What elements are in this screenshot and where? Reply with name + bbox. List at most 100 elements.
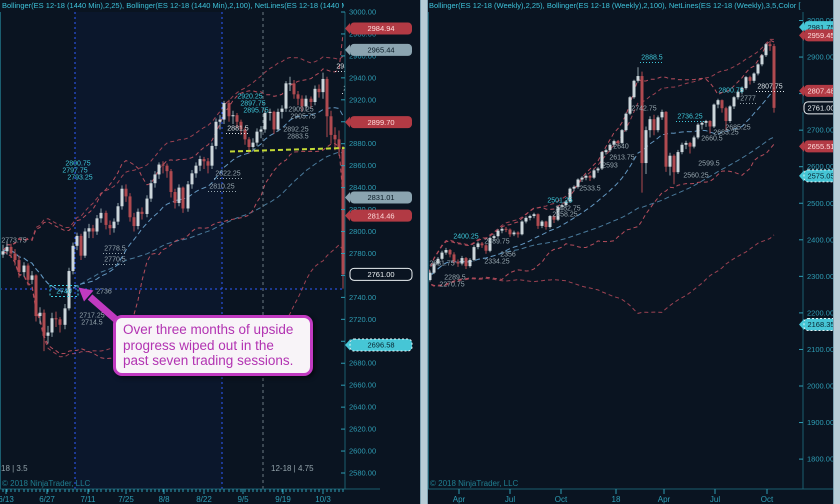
svg-text:2770.5: 2770.5 (104, 257, 126, 264)
svg-text:2482.75: 2482.75 (555, 206, 580, 213)
svg-text:2660.5: 2660.5 (701, 136, 723, 143)
svg-text:2965.44: 2965.44 (367, 46, 394, 55)
svg-text:2593: 2593 (602, 163, 618, 170)
svg-text:2736.25: 2736.25 (677, 114, 702, 121)
svg-text:2560.25: 2560.25 (683, 173, 708, 180)
svg-text:2761.00: 2761.00 (807, 104, 834, 113)
svg-text:2400.00: 2400.00 (807, 235, 834, 244)
svg-text:Jul: Jul (710, 495, 720, 504)
svg-text:2696.58: 2696.58 (367, 341, 394, 350)
svg-text:2926.25: 2926.25 (343, 86, 368, 93)
svg-text:2881.5: 2881.5 (227, 126, 249, 133)
svg-text:18: 18 (612, 495, 621, 504)
svg-text:2400.25: 2400.25 (453, 234, 478, 241)
svg-text:2640: 2640 (613, 144, 629, 151)
crosshair-info-label: 18 | 3.5 (1, 464, 28, 473)
indicator-line (428, 92, 775, 279)
indicator-header-right: Bollinger(ES 12-18 (Weekly),2,25), Bolli… (429, 1, 801, 10)
price-axis[interactable]: 3000.002900.002800.002700.002600.002500.… (799, 16, 834, 464)
copyright-right: © 2018 NinjaTrader, LLC (430, 479, 519, 488)
svg-text:2920.25: 2920.25 (237, 94, 262, 101)
annotation-callout[interactable]: Over three months of upside progress wip… (113, 315, 313, 376)
price-marker (803, 169, 839, 183)
svg-text:2895.75: 2895.75 (243, 108, 268, 115)
svg-text:2920.00: 2920.00 (349, 95, 376, 104)
svg-text:2685.25: 2685.25 (725, 125, 750, 132)
price-markers: 2984.94 2965.44 2899.70 2831.01 2814.46 2761.… (345, 22, 413, 352)
indicator-line (428, 38, 774, 276)
svg-text:2683.25: 2683.25 (713, 130, 738, 137)
svg-text:2905.75: 2905.75 (290, 114, 315, 121)
svg-text:3000.00: 3000.00 (349, 8, 376, 17)
svg-text:2100.00: 2100.00 (807, 345, 834, 354)
svg-text:2613.75: 2613.75 (609, 155, 634, 162)
svg-text:2389.75: 2389.75 (484, 239, 509, 246)
svg-text:2831.01: 2831.01 (367, 193, 394, 202)
indicator-line (428, 234, 775, 314)
price-marker (350, 191, 412, 204)
svg-text:2660.00: 2660.00 (349, 381, 376, 390)
svg-text:8/22: 8/22 (196, 495, 212, 504)
svg-text:2575.05: 2575.05 (807, 172, 834, 181)
svg-text:2800.00: 2800.00 (349, 227, 376, 236)
svg-text:2168.35: 2168.35 (807, 320, 834, 329)
svg-text:2860.00: 2860.00 (349, 161, 376, 170)
svg-text:2883.5: 2883.5 (287, 134, 309, 141)
netline-price-box[interactable] (49, 285, 79, 297)
time-axis[interactable]: Apr Jul Oct 18 Apr Jul Oct (453, 489, 774, 504)
svg-text:2778.5: 2778.5 (104, 246, 126, 253)
svg-text:1900.00: 1900.00 (807, 418, 834, 427)
svg-text:Apr: Apr (453, 495, 466, 504)
svg-text:1800.00: 1800.00 (807, 455, 834, 464)
svg-text:2740.00: 2740.00 (349, 293, 376, 302)
svg-text:2807.75: 2807.75 (757, 84, 782, 91)
price-marker (804, 140, 838, 153)
price-marker (350, 116, 412, 129)
price-marker (350, 43, 412, 56)
crosshair-info-label: 12-18 | 4.75 (271, 464, 314, 473)
svg-text:2680.00: 2680.00 (349, 359, 376, 368)
time-axis[interactable]: 6/13 6/27 7/11 7/25 8/8 8/22 9/5 9/19 10/3 (0, 489, 344, 504)
svg-text:2270.75: 2270.75 (439, 282, 464, 289)
svg-text:2780.00: 2780.00 (349, 249, 376, 258)
svg-text:7/11: 7/11 (81, 495, 97, 504)
svg-text:2331.75: 2331.75 (429, 261, 454, 268)
svg-text:2717.25: 2717.25 (79, 313, 104, 320)
svg-text:2356: 2356 (500, 252, 516, 259)
svg-text:2807.48: 2807.48 (807, 87, 834, 96)
svg-text:2822.25: 2822.25 (215, 171, 240, 178)
indicator-line (428, 143, 775, 287)
svg-text:2773.75: 2773.75 (1, 238, 26, 245)
svg-text:2959.45: 2959.45 (807, 31, 834, 40)
svg-text:2800.75: 2800.75 (718, 88, 743, 95)
indicator-line (428, 136, 775, 279)
svg-text:9/19: 9/19 (275, 495, 291, 504)
netline-level[interactable] (229, 147, 345, 153)
panel-splitter[interactable] (420, 0, 428, 504)
svg-text:6/27: 6/27 (39, 495, 55, 504)
indicator-header-left: Bollinger(ES 12-18 (1440 Min),2,25), Bol… (2, 1, 344, 10)
copyright-left: © 2018 NinjaTrader, LLC (2, 479, 91, 488)
price-marker (803, 317, 839, 331)
svg-text:2000.00: 2000.00 (807, 382, 834, 391)
svg-text:2800.75: 2800.75 (65, 161, 90, 168)
svg-text:2880.00: 2880.00 (349, 139, 376, 148)
svg-text:2888.5: 2888.5 (641, 55, 663, 62)
candles-layer (428, 40, 776, 282)
svg-text:Apr: Apr (658, 495, 671, 504)
svg-text:2840.00: 2840.00 (349, 183, 376, 192)
window-edge-strip (833, 0, 840, 504)
price-marker (350, 209, 412, 222)
price-axis[interactable]: 3000.002980.002960.002940.002920.002900.… (341, 8, 376, 478)
svg-text:2984.94: 2984.94 (367, 24, 394, 33)
price-marker (350, 22, 412, 35)
svg-text:2777: 2777 (740, 96, 756, 103)
svg-text:2600.00: 2600.00 (349, 447, 376, 456)
